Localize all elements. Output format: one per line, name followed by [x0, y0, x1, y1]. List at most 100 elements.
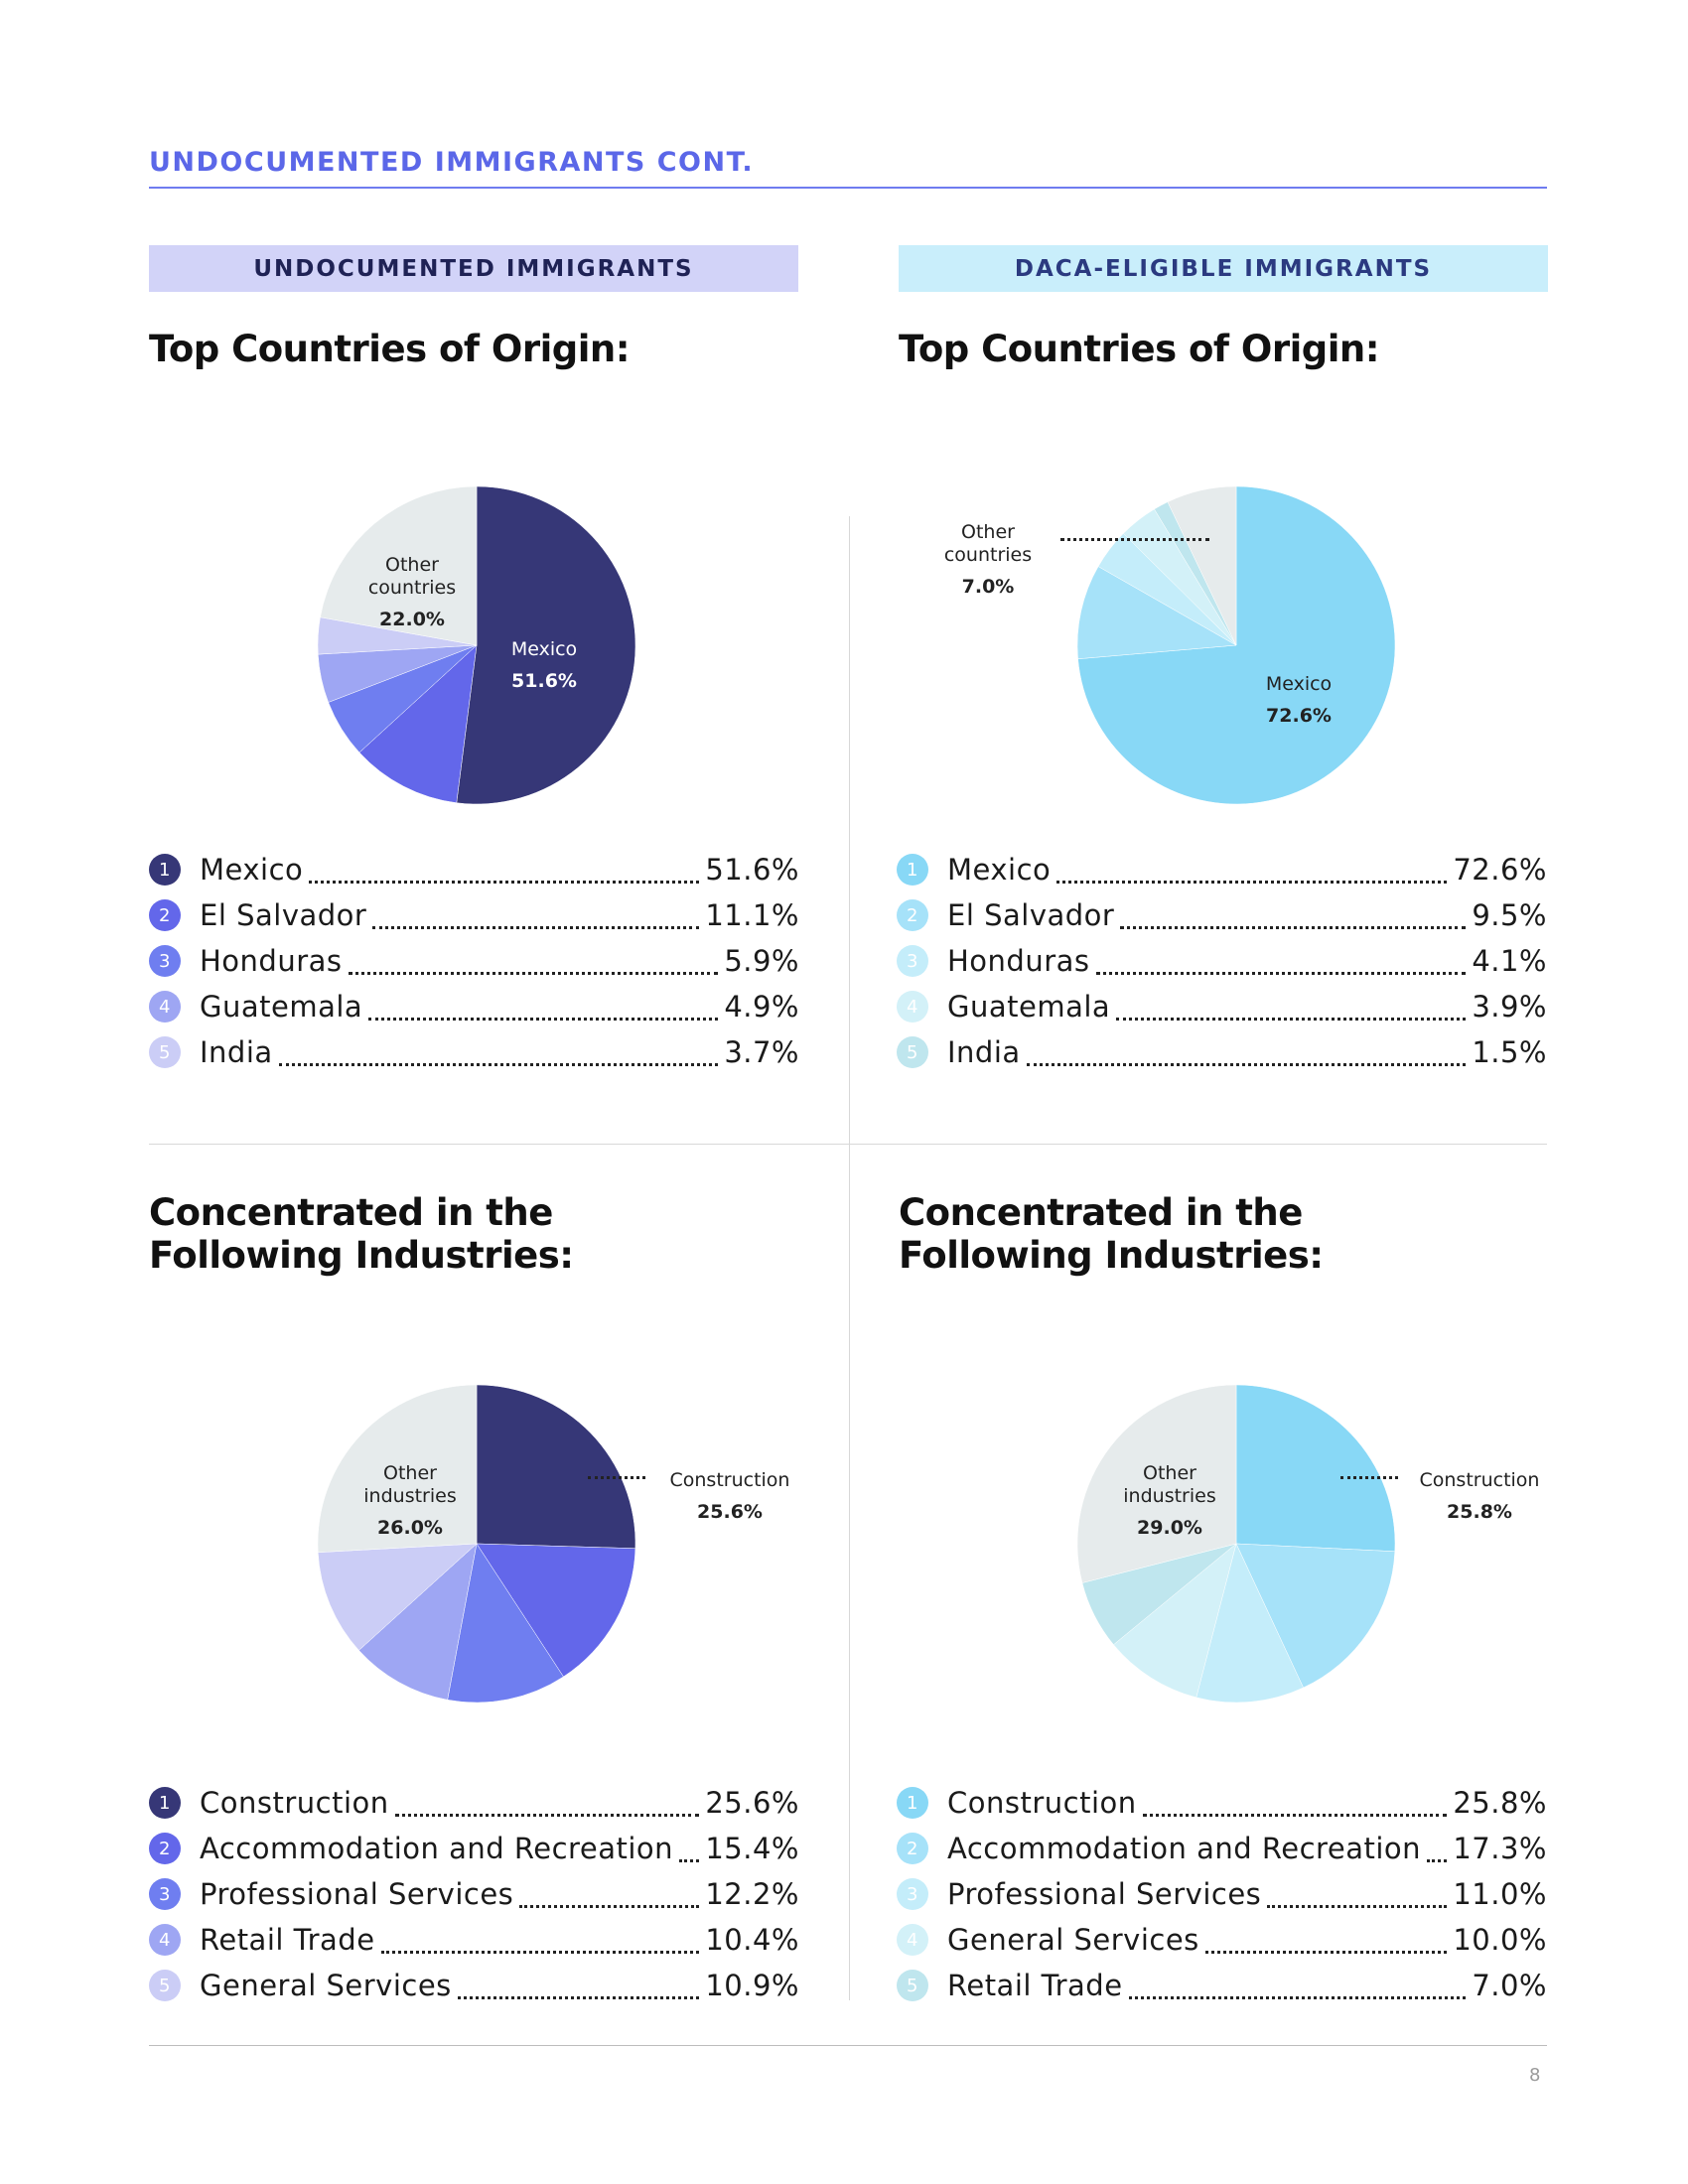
daca-origin-main-pct: 72.6%: [1266, 705, 1332, 727]
legend-dot-leader: [679, 1859, 700, 1862]
legend-row: 4 Guatemala 4.9%: [149, 984, 799, 1029]
legend-rank-badge: 4: [897, 1924, 928, 1956]
legend-label: El Salvador: [200, 898, 367, 932]
legend-dot-leader: [519, 1905, 700, 1908]
pie-slice-other-countries: [320, 485, 478, 646]
legend-value: 17.3%: [1453, 1832, 1547, 1865]
legend-row: 3 Professional Services 11.0%: [897, 1871, 1547, 1917]
legend-label: Construction: [947, 1786, 1137, 1820]
daca-origin-legend: 1 Mexico 72.6% 2 El Salvador 9.5% 3 Honduras 4.1…: [897, 847, 1547, 1075]
legend-row: 2 Accommodation and Recreation 17.3%: [897, 1826, 1547, 1871]
daca-industry-other-label: Other industries 29.0%: [1095, 1439, 1244, 1563]
undocumented-banner: UNDOCUMENTED IMMIGRANTS: [149, 245, 798, 292]
legend-rank-badge: 4: [149, 1924, 181, 1956]
legend-value: 10.9%: [705, 1969, 799, 2002]
legend-dot-leader: [1267, 1905, 1448, 1908]
legend-row: 3 Honduras 5.9%: [149, 938, 799, 984]
daca-origin-other-name: Other countries: [943, 521, 1033, 566]
legend-dot-leader: [1128, 1996, 1467, 1999]
legend-value: 9.5%: [1472, 898, 1547, 932]
daca-industry-leader-line: [1340, 1476, 1398, 1479]
pie-slice-professional-services: [1196, 1543, 1304, 1704]
legend-rank-badge: 2: [897, 899, 928, 931]
legend-dot-leader: [1056, 881, 1448, 884]
daca-industry-main-name: Construction: [1419, 1469, 1540, 1491]
undoc-industry-other-pct: 26.0%: [377, 1517, 443, 1539]
legend-row: 1 Mexico 51.6%: [149, 847, 799, 892]
legend-rank-badge: 1: [149, 1787, 181, 1819]
legend-label: El Salvador: [947, 898, 1115, 932]
legend-dot-leader: [457, 1996, 700, 1999]
pie-slice-el-salvador: [358, 644, 478, 803]
legend-row: 4 Retail Trade 10.4%: [149, 1917, 799, 1963]
legend-rank-badge: 3: [897, 1878, 928, 1910]
legend-label: Professional Services: [947, 1877, 1262, 1911]
undoc-industry-main-pct: 25.6%: [697, 1501, 763, 1523]
legend-row: 3 Professional Services 12.2%: [149, 1871, 799, 1917]
legend-row: 5 Retail Trade 7.0%: [897, 1963, 1547, 2008]
undoc-origin-other-label: Other countries 22.0%: [338, 531, 487, 654]
pie-slice-other-industries: [1076, 1384, 1237, 1583]
pie-slice-construction: [1235, 1384, 1396, 1553]
pie-slice-accommodation-and-recreation: [476, 1543, 636, 1678]
legend-label: India: [200, 1035, 273, 1069]
daca-origin-leader-line: [1060, 538, 1209, 541]
legend-value: 51.6%: [705, 853, 799, 887]
legend-label: India: [947, 1035, 1021, 1069]
legend-row: 5 India 3.7%: [149, 1029, 799, 1075]
daca-industry-main-label: Construction 25.8%: [1400, 1446, 1559, 1547]
undoc-origin-main-pct: 51.6%: [511, 670, 577, 692]
undoc-industry-main-label: Construction 25.6%: [650, 1446, 809, 1547]
pie-slice-retail-trade: [358, 1543, 478, 1701]
legend-row: 1 Mexico 72.6%: [897, 847, 1547, 892]
legend-label: Retail Trade: [947, 1969, 1123, 2002]
daca-origin-heading: Top Countries of Origin:: [899, 328, 1380, 370]
legend-value: 5.9%: [724, 944, 799, 978]
legend-value: 12.2%: [705, 1877, 799, 1911]
legend-label: General Services: [200, 1969, 452, 2002]
undoc-origin-pie-chart: [317, 485, 636, 805]
legend-label: Accommodation and Recreation: [947, 1832, 1422, 1865]
legend-dot-leader: [309, 881, 700, 884]
undoc-origin-heading: Top Countries of Origin:: [149, 328, 631, 370]
undoc-origin-main-name: Mexico: [510, 638, 578, 660]
legend-dot-leader: [1142, 1814, 1448, 1817]
legend-label: Guatemala: [200, 990, 363, 1024]
legend-label: Retail Trade: [200, 1923, 375, 1957]
legend-dot-leader: [1095, 972, 1467, 975]
legend-rank-badge: 2: [897, 1833, 928, 1864]
pie-slice-professional-services: [447, 1543, 564, 1704]
legend-dot-leader: [1427, 1859, 1448, 1862]
pie-slice-el-salvador: [1076, 566, 1237, 660]
pie-slice-other-industries: [317, 1384, 478, 1554]
undoc-origin-other-name: Other countries: [367, 554, 457, 599]
daca-industry-main-pct: 25.8%: [1447, 1501, 1512, 1523]
legend-rank-badge: 2: [149, 899, 181, 931]
undoc-industry-other-label: Other industries 26.0%: [336, 1439, 485, 1563]
vertical-divider: [849, 516, 850, 2000]
legend-value: 72.6%: [1453, 853, 1547, 887]
legend-row: 2 Accommodation and Recreation 15.4%: [149, 1826, 799, 1871]
legend-row: 4 General Services 10.0%: [897, 1917, 1547, 1963]
legend-dot-leader: [1204, 1951, 1448, 1954]
legend-label: General Services: [947, 1923, 1199, 1957]
legend-rank-badge: 1: [149, 854, 181, 886]
legend-dot-leader: [368, 1018, 719, 1021]
legend-rank-badge: 4: [897, 991, 928, 1023]
legend-row: 2 El Salvador 9.5%: [897, 892, 1547, 938]
legend-row: 1 Construction 25.6%: [149, 1780, 799, 1826]
legend-dot-leader: [1116, 1018, 1467, 1021]
legend-row: 2 El Salvador 11.1%: [149, 892, 799, 938]
legend-value: 10.4%: [705, 1923, 799, 1957]
undoc-origin-legend: 1 Mexico 51.6% 2 El Salvador 11.1% 3 Honduras 5.…: [149, 847, 799, 1075]
legend-rank-badge: 1: [897, 1787, 928, 1819]
legend-value: 3.7%: [724, 1035, 799, 1069]
legend-dot-leader: [278, 1063, 719, 1066]
legend-value: 10.0%: [1453, 1923, 1547, 1957]
legend-value: 11.0%: [1453, 1877, 1547, 1911]
legend-value: 11.1%: [705, 898, 799, 932]
undoc-origin-main-label: Mexico 51.6%: [485, 615, 604, 716]
title-rule: [149, 187, 1547, 189]
legend-value: 25.6%: [705, 1786, 799, 1820]
daca-industry-legend: 1 Construction 25.8% 2 Accommodation and Rec…: [897, 1780, 1547, 2008]
